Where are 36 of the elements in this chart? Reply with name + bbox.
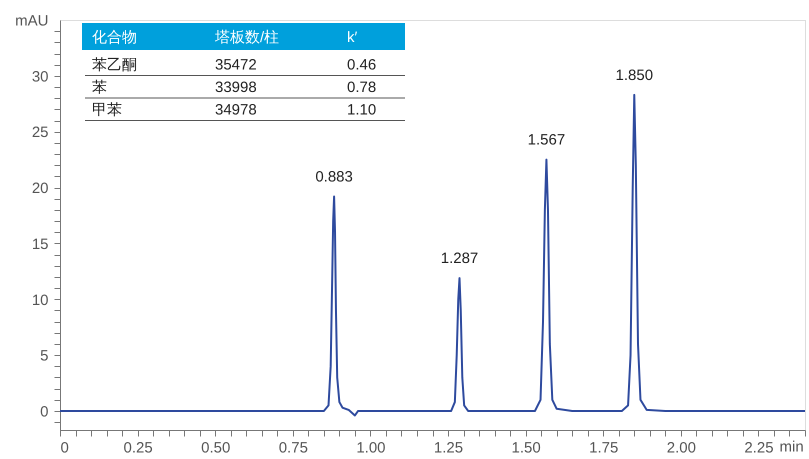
annotation: 塔板数/柱 (214, 29, 280, 46)
annotation: 1.10 (347, 102, 376, 118)
x-tick-label: 1.50 (512, 440, 541, 456)
y-tick-label: 15 (32, 236, 48, 253)
x-tick-label: 2.00 (666, 440, 696, 456)
annotation: 33998 (215, 79, 257, 96)
x-tick-label: 2.25 (744, 440, 774, 456)
x-tick-label: 0.75 (278, 440, 308, 456)
annotation: 0.46 (347, 56, 376, 74)
annotation: 甲苯 (92, 102, 122, 118)
line-series (59, 94, 806, 416)
annotation: 苯乙酮 (92, 56, 137, 74)
annotation: 35472 (215, 56, 257, 74)
y-tick-label: 30 (32, 68, 48, 86)
y-axis-title: mAU (15, 12, 48, 30)
annotation: 1.567 (528, 132, 566, 149)
annotation: 化合物 (92, 29, 137, 46)
annotation: 1.287 (440, 250, 478, 268)
annotation: 34978 (215, 102, 257, 118)
x-tick-label: 0.50 (201, 440, 230, 456)
x-axis-title: min (780, 438, 804, 456)
y-tick-label: 25 (32, 124, 48, 142)
annotation: 0.78 (347, 79, 376, 96)
x-tick-label: 1.75 (589, 440, 618, 456)
annotation: 1.850 (615, 66, 654, 84)
y-tick-label: 5 (40, 348, 48, 365)
x-tick-label: 0 (60, 440, 69, 456)
x-tick-label: 0.25 (124, 440, 153, 456)
y-tick-label: 10 (32, 292, 48, 309)
y-tick-label: 20 (32, 180, 48, 198)
x-tick-label: 1.25 (434, 440, 464, 456)
annotation: k′ (347, 29, 358, 46)
x-tick-label: 1.00 (356, 440, 386, 456)
annotation: 苯 (92, 79, 107, 96)
y-tick-label: 0 (40, 404, 48, 421)
annotation: 0.883 (315, 168, 353, 186)
